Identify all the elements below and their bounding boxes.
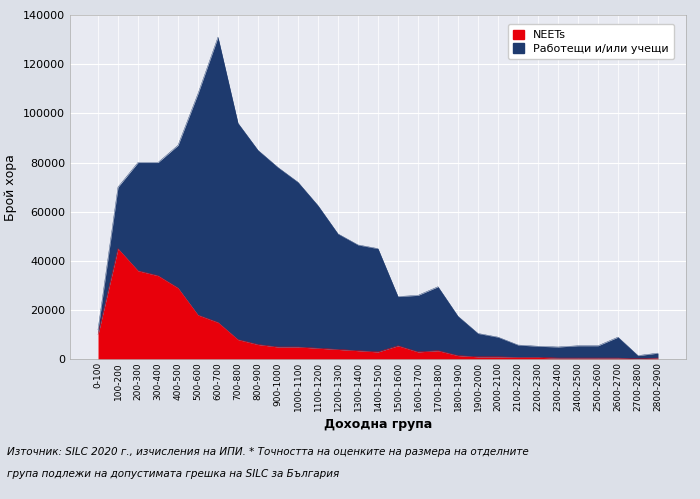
X-axis label: Доходна група: Доходна група [324, 418, 432, 431]
Legend: NEETs, Работещи и/или учещи: NEETs, Работещи и/или учещи [508, 24, 674, 59]
Text: Източник: SILC 2020 г., изчисления на ИПИ. * Точността на оценките на размера на: Източник: SILC 2020 г., изчисления на ИП… [7, 447, 528, 457]
Text: група подлежи на допустимата грешка на SILC за България: група подлежи на допустимата грешка на S… [7, 469, 340, 479]
Y-axis label: Брой хора: Брой хора [4, 154, 18, 221]
